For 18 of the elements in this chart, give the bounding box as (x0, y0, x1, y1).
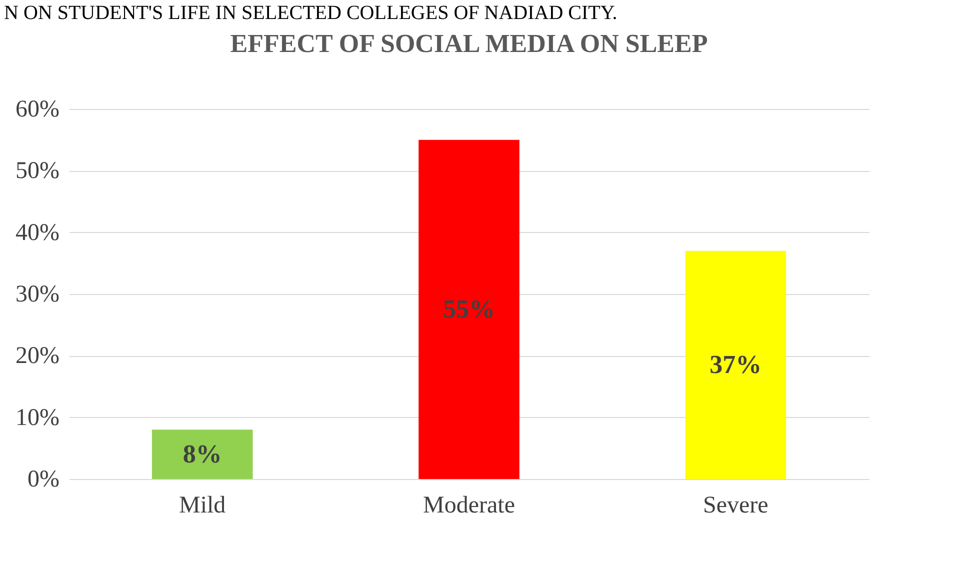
y-tick-label: 40% (16, 220, 60, 246)
x-tick-label: Mild (178, 492, 226, 518)
data-label: 8% (182, 439, 222, 468)
y-tick-label: 60% (16, 96, 60, 122)
y-tick-label: 30% (16, 282, 60, 308)
bar (685, 250, 786, 479)
y-tick-label: 0% (28, 466, 60, 492)
x-tick-label: Severe (703, 492, 768, 518)
text: N ON STUDENT'S LIFE IN SELECTED COLLEGES OF NADIAD CITY. (3, 1, 618, 26)
bar (418, 140, 520, 479)
y-tick-label: 20% (16, 343, 60, 370)
y-tick-label: 10% (16, 404, 60, 431)
chart-title: EFFECT OF SOCIAL MEDIA ON SLEEP (230, 29, 708, 58)
x-tick-label: Moderate (423, 492, 515, 518)
data-label: 55% (443, 294, 495, 324)
data-label: 37% (710, 350, 762, 379)
bar (152, 430, 253, 479)
y-tick-label: 50% (16, 158, 60, 184)
